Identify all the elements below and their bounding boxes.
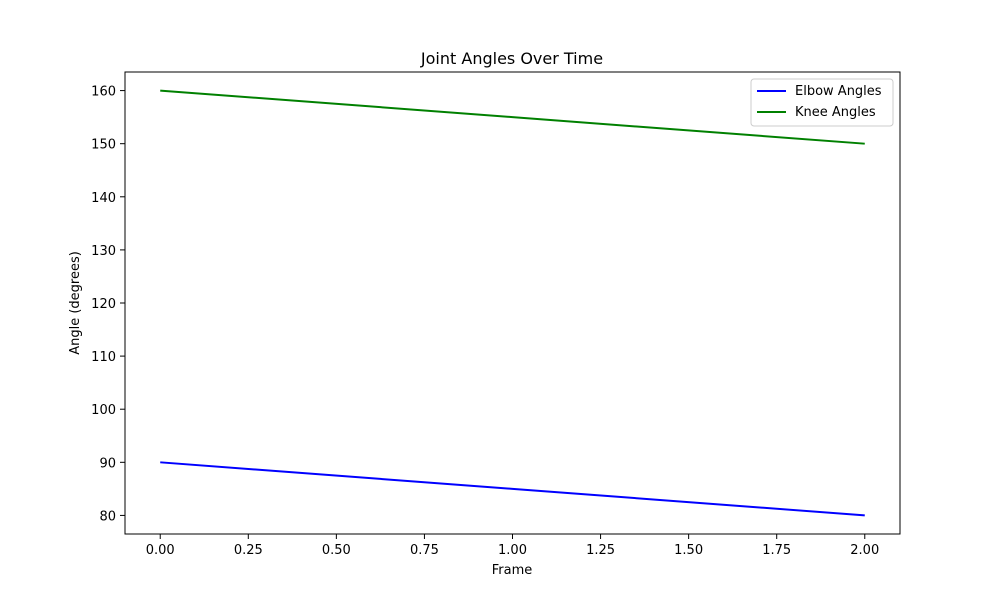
x-tick-label: 1.75 xyxy=(762,543,791,558)
plot-area xyxy=(125,72,900,534)
x-tick-label: 0.50 xyxy=(322,543,351,558)
x-axis-label: Frame xyxy=(492,563,533,578)
x-tick-label: 1.25 xyxy=(586,543,615,558)
series-line-knee-angles xyxy=(160,89,865,145)
y-axis-ticks: 80 90 100 110 120 130 140 150 160 xyxy=(91,85,125,524)
chart-title: Joint Angles Over Time xyxy=(420,49,603,68)
y-tick-label: 150 xyxy=(91,138,116,153)
y-tick-label: 80 xyxy=(99,509,116,524)
y-tick-label: 100 xyxy=(91,403,116,418)
legend-box xyxy=(750,78,894,127)
x-tick-label: 1.50 xyxy=(674,543,703,558)
series-line-elbow-angles xyxy=(160,461,865,517)
x-tick-label: 1.00 xyxy=(498,543,527,558)
x-axis-ticks: 0.00 0.25 0.50 0.75 1.00 1.25 1.50 1.75 2.00 xyxy=(146,534,879,558)
x-tick-label: 0.00 xyxy=(146,543,175,558)
x-tick-label: 0.25 xyxy=(234,543,263,558)
legend: Elbow Angles Knee Angles xyxy=(750,78,894,127)
x-tick-label: 2.00 xyxy=(850,543,879,558)
y-tick-label: 160 xyxy=(91,85,116,100)
y-tick-label: 140 xyxy=(91,191,116,206)
y-tick-label: 110 xyxy=(91,350,116,365)
series-layer xyxy=(160,89,865,517)
x-tick-label: 0.75 xyxy=(410,543,439,558)
y-tick-label: 120 xyxy=(91,297,116,312)
y-tick-label: 90 xyxy=(99,456,116,471)
y-tick-label: 130 xyxy=(91,244,116,259)
y-axis-label: Angle (degrees) xyxy=(68,251,83,355)
plot-frame xyxy=(124,71,901,535)
legend-label-elbow-angles: Elbow Angles xyxy=(795,84,882,99)
legend-label-knee-angles: Knee Angles xyxy=(795,105,876,120)
